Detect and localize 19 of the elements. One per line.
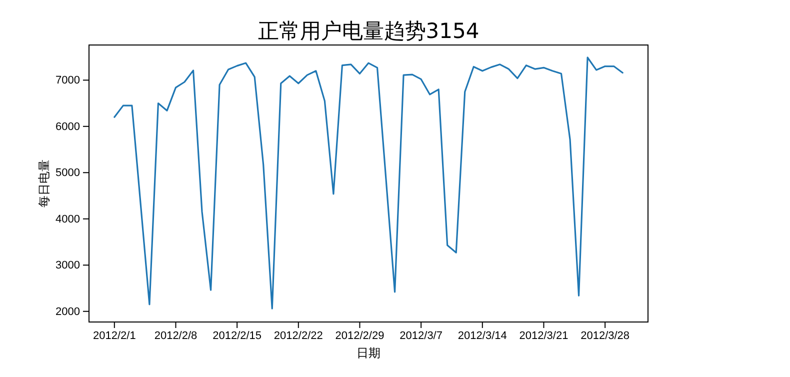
x-tick-label: 2012/2/1 bbox=[92, 330, 136, 342]
x-tick-label: 2012/2/22 bbox=[274, 330, 323, 342]
y-tick-label: 2000 bbox=[56, 306, 80, 318]
y-tick-label: 5000 bbox=[56, 167, 80, 180]
y-tick-label: 4000 bbox=[56, 213, 80, 226]
x-tick-label: 2012/3/14 bbox=[458, 330, 507, 342]
x-tick-label: 2012/3/21 bbox=[519, 330, 568, 342]
chart-title: 正常用户电量趋势3154 bbox=[258, 19, 480, 43]
y-tick-label: 6000 bbox=[56, 120, 80, 133]
y-tick-label: 3000 bbox=[56, 260, 80, 272]
x-tick-label: 2012/2/29 bbox=[335, 330, 384, 342]
line-series bbox=[114, 56, 624, 310]
x-tick-label: 2012/2/15 bbox=[212, 330, 262, 342]
x-tick-label: 2012/3/7 bbox=[400, 330, 442, 342]
x-axis-title: 日期 bbox=[356, 346, 380, 360]
y-axis-title: 每日电量 bbox=[37, 160, 51, 208]
x-tick-label: 2012/2/8 bbox=[154, 330, 198, 342]
x-tick-label: 2012/3/28 bbox=[580, 330, 630, 342]
y-tick-label: 7000 bbox=[56, 74, 80, 87]
